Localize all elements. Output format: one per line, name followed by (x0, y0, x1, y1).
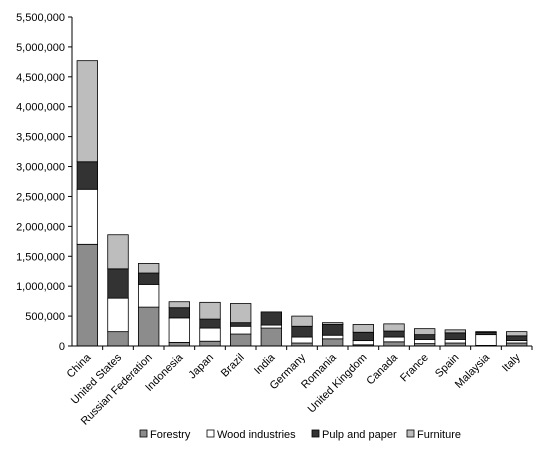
bar-segment (137, 272, 160, 285)
legend-swatch (139, 429, 148, 438)
x-tick-label: Malaysia (453, 351, 493, 391)
bar-segment (76, 188, 99, 245)
y-axis-ticks: 0 500,000 1,000,000 1,500,000 2,000,000 2,500… (16, 12, 72, 353)
bar-segment (444, 329, 467, 334)
bar-segment (137, 283, 160, 308)
legend-swatch (311, 429, 320, 438)
bar-segment (199, 318, 221, 329)
x-tick-label: India (252, 351, 278, 377)
bar-segment (383, 336, 405, 343)
bar-segment (383, 330, 405, 338)
y-tick-label: 5,500,000 (16, 12, 65, 24)
bar-segment (475, 334, 497, 346)
bar-segment (168, 317, 191, 343)
bar-segment (199, 327, 221, 342)
bar-segment (229, 333, 252, 347)
bar-segment (168, 307, 191, 319)
bar-segment (137, 263, 160, 274)
bar-segment (76, 161, 99, 190)
y-tick-label: 3,500,000 (16, 132, 65, 144)
bar-segment (321, 334, 344, 340)
x-tick-label: Spain (433, 352, 461, 380)
bar-segment (413, 334, 436, 340)
bar-segment (352, 324, 375, 333)
bar-segment (444, 332, 467, 340)
bar-segment (321, 322, 344, 325)
legend-label: Forestry (150, 429, 191, 441)
y-tick-label: 2,500,000 (16, 191, 65, 203)
y-tick-label: 4,000,000 (16, 102, 65, 114)
y-tick-label: 500,000 (25, 311, 65, 323)
x-tick-label: Brazil (219, 352, 247, 380)
bar-segment (291, 315, 313, 327)
bar-segment (291, 336, 313, 344)
y-tick-label: 1,500,000 (16, 251, 65, 263)
y-tick-label: 0 (59, 341, 65, 353)
bar-segment (352, 331, 375, 342)
y-tick-label: 5,000,000 (16, 42, 65, 54)
bar-segment (321, 338, 344, 347)
bar-segment (168, 342, 191, 347)
bar-segment (76, 60, 99, 163)
x-tick-label: Italy (500, 351, 523, 374)
bar-segment (107, 234, 129, 270)
bar-segment (505, 335, 528, 342)
legend-swatch (206, 429, 215, 438)
bar-segment (475, 331, 497, 333)
bar-segment (229, 325, 252, 335)
bar-segment (76, 243, 99, 347)
bar-segment (168, 301, 191, 309)
bar-segment (107, 331, 129, 347)
x-tick-label: Japan (186, 352, 216, 382)
x-tick-label: Canada (364, 351, 400, 387)
bar-segment (413, 328, 436, 336)
bar-segment (107, 268, 129, 299)
legend-label: Furniture (417, 429, 461, 441)
x-tick-label: France (398, 352, 431, 385)
bars (76, 60, 528, 347)
bar-segment (229, 322, 252, 327)
legend: Forestry Wood industries Pulp and paper Fur… (139, 429, 461, 441)
bar-segment (505, 331, 528, 337)
bar-segment (291, 325, 313, 338)
y-tick-label: 4,500,000 (16, 72, 65, 84)
y-tick-label: 2,000,000 (16, 221, 65, 233)
bar-segment (260, 324, 283, 329)
bar-segment (229, 303, 252, 324)
legend-swatch (406, 429, 415, 438)
bar-segment (321, 324, 344, 336)
x-tick-label: China (65, 351, 94, 380)
bar-segment (199, 301, 221, 320)
legend-label: Pulp and paper (322, 429, 397, 441)
bar-segment (260, 311, 283, 326)
bar-segment (137, 306, 160, 347)
legend-label: Wood industries (217, 429, 296, 441)
bar-segment (383, 323, 405, 332)
bar-segment (199, 340, 221, 347)
y-tick-label: 3,000,000 (16, 162, 65, 174)
bar-segment (107, 297, 129, 333)
bar-segment (383, 341, 405, 347)
bar-segment (352, 340, 375, 346)
y-tick-label: 1,000,000 (16, 281, 65, 293)
bar-segment (413, 339, 436, 345)
bar-segment (260, 327, 283, 347)
bar-segment (444, 339, 467, 344)
